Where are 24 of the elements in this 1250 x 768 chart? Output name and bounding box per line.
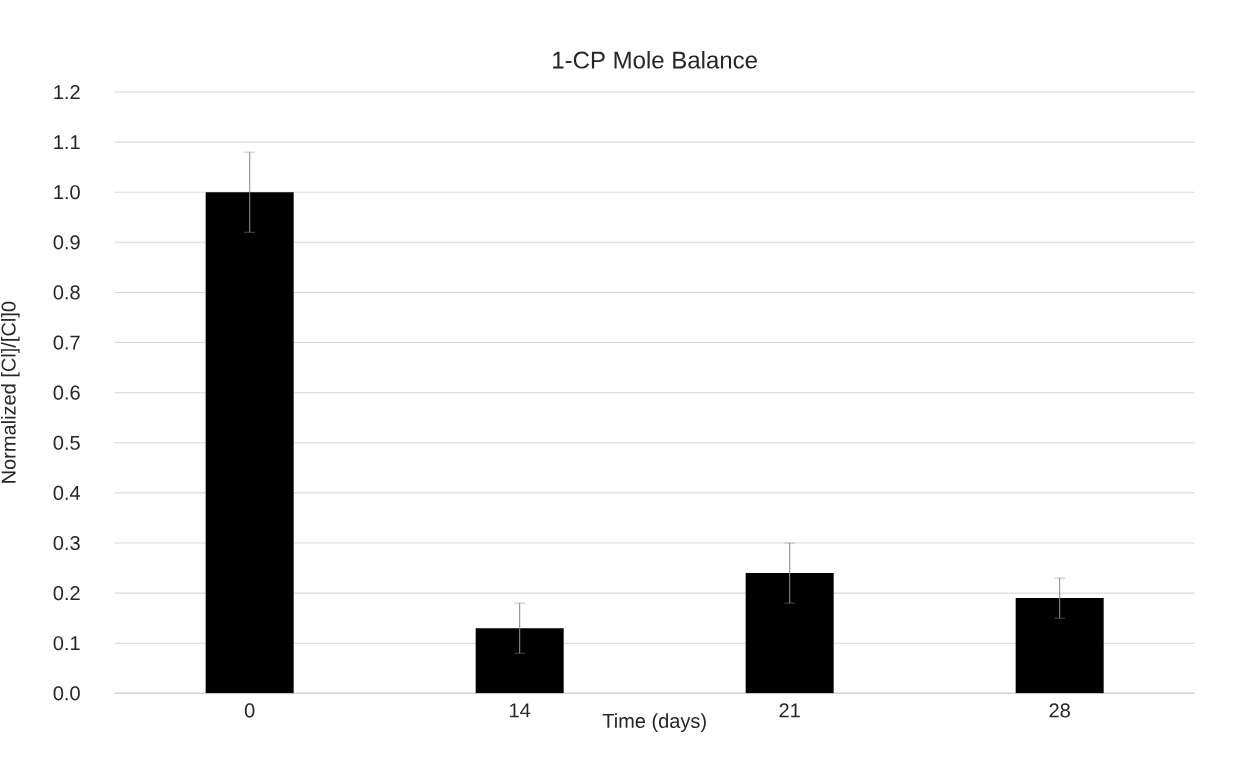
bar — [205, 192, 294, 694]
chart-title: 1-CP Mole Balance — [553, 50, 757, 69]
y-tick-label: 0.8 — [53, 285, 80, 300]
y-tick-label: 1.1 — [54, 135, 80, 149]
y-tick-label: 1.2 — [54, 85, 80, 99]
y-axis-title: Normalized [Cl]/[Cl]0 — [1, 301, 20, 483]
y-tick-label: 0.6 — [53, 385, 80, 400]
y-tick-label: 0.1 — [53, 636, 80, 651]
y-tick-label: 0.5 — [53, 435, 80, 450]
y-tick-label: 0.2 — [53, 586, 80, 601]
y-tick-label: 0.4 — [53, 485, 81, 500]
bar — [1015, 598, 1104, 694]
y-tick-label: 1.0 — [54, 185, 80, 200]
y-tick-label: 0.3 — [53, 535, 80, 551]
x-tick-label: 14 — [510, 703, 531, 718]
x-axis-title: Time (days) — [602, 713, 706, 732]
y-tick-label: 0.7 — [53, 335, 80, 350]
x-tick-label: 21 — [779, 703, 800, 718]
x-tick-label: 0 — [244, 703, 255, 718]
x-tick-label: 28 — [1049, 703, 1070, 718]
y-tick-label: 0.9 — [53, 235, 80, 250]
bar — [475, 628, 564, 694]
bar — [745, 573, 834, 694]
y-tick-label: 0.0 — [53, 686, 80, 701]
